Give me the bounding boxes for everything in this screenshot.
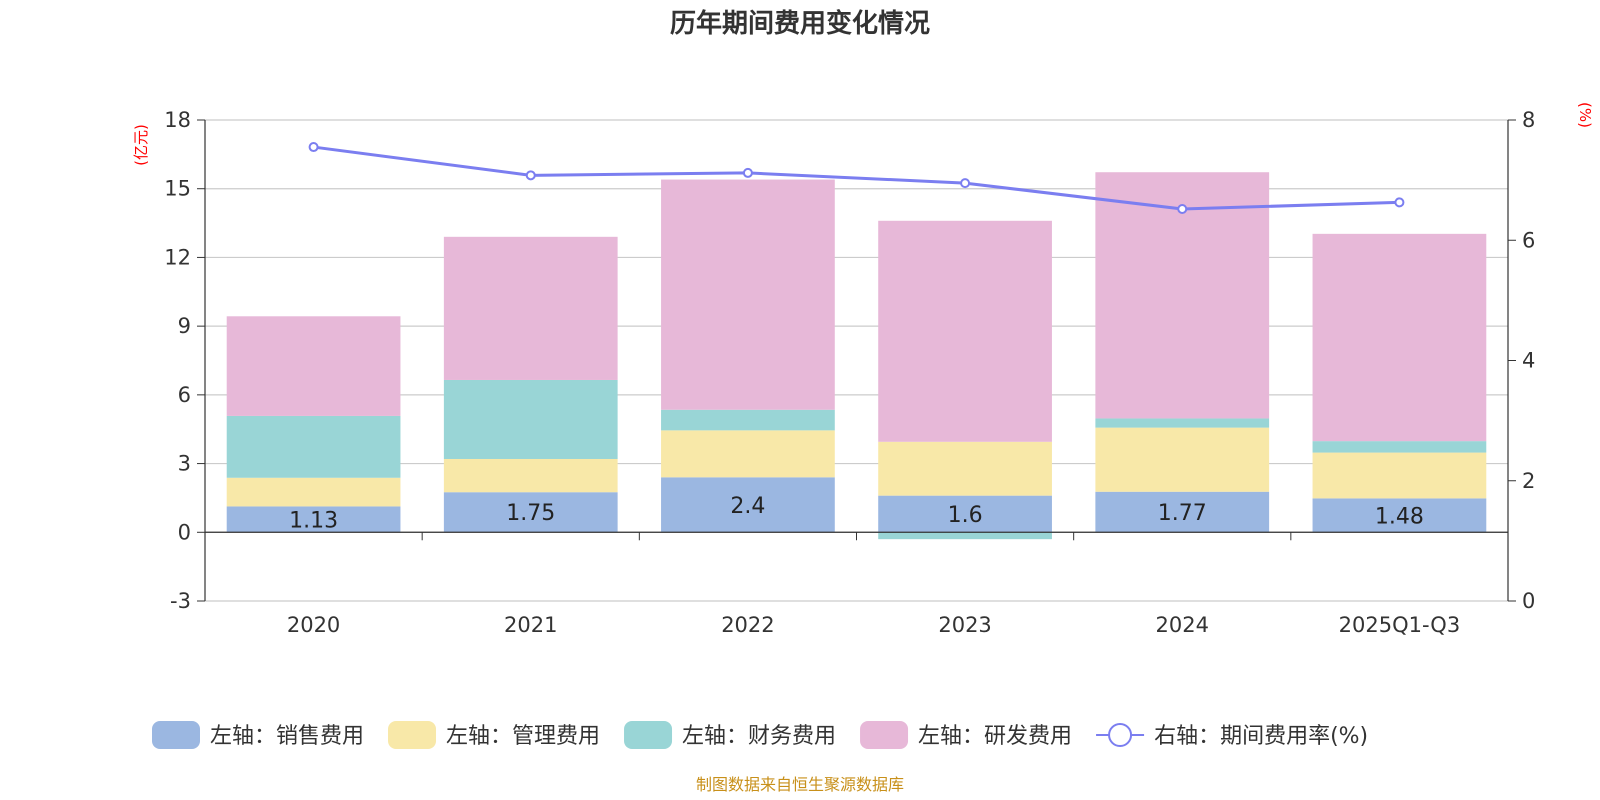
right-tick-label: 0 bbox=[1522, 589, 1535, 613]
bar-segment bbox=[878, 441, 1052, 496]
bar-segment bbox=[1312, 498, 1487, 533]
bar-segment bbox=[1312, 233, 1487, 442]
x-tick-label: 2020 bbox=[287, 613, 340, 637]
bar-segment bbox=[661, 477, 835, 533]
x-tick-label: 2024 bbox=[1156, 613, 1209, 637]
left-tick-label: 12 bbox=[164, 245, 191, 269]
bar-segment bbox=[661, 179, 835, 410]
right-tick-label: 6 bbox=[1522, 228, 1535, 252]
legend-swatch bbox=[152, 721, 200, 749]
bar-segment bbox=[878, 220, 1052, 442]
legend-label: 右轴：期间费用率(%) bbox=[1154, 724, 1368, 749]
right-axis-unit: (%) bbox=[1576, 102, 1594, 128]
left-tick-label: 3 bbox=[178, 452, 191, 476]
bar-segment bbox=[1095, 427, 1270, 492]
bar-data-label: 2.4 bbox=[730, 494, 765, 519]
rate-line bbox=[313, 145, 1400, 211]
bar-segment bbox=[226, 415, 401, 478]
right-tick-label: 8 bbox=[1522, 108, 1535, 132]
x-tick-label: 2022 bbox=[721, 613, 774, 637]
source-note: 制图数据来自恒生聚源数据库 bbox=[696, 775, 904, 794]
bar-segment bbox=[443, 458, 618, 493]
legend-label: 左轴：研发费用 bbox=[918, 724, 1072, 749]
left-tick-label: 18 bbox=[164, 108, 191, 132]
x-tick-label: 2025Q1-Q3 bbox=[1339, 613, 1461, 637]
bar-segment bbox=[443, 379, 618, 459]
bar-segment bbox=[1095, 491, 1270, 533]
bar-data-label: 1.13 bbox=[289, 508, 338, 533]
left-tick-label: -3 bbox=[170, 589, 191, 613]
bar-segment bbox=[226, 477, 401, 507]
legend-swatch bbox=[860, 721, 909, 749]
bar-data-label: 1.48 bbox=[1375, 504, 1424, 529]
line-series-group bbox=[308, 142, 1405, 214]
right-tick-label: 4 bbox=[1522, 349, 1535, 373]
axes: -3 0 3 6 9 12 15 18 0 2 4 6 8 2020 2021 2022 2023 2024 202… bbox=[164, 108, 1535, 637]
bar-segment bbox=[1312, 452, 1487, 499]
rate-point bbox=[308, 142, 319, 153]
bar-segment bbox=[661, 430, 835, 478]
rate-point bbox=[1177, 203, 1188, 214]
rate-point bbox=[960, 178, 971, 189]
legend-label: 左轴：销售费用 bbox=[210, 724, 364, 749]
left-tick-label: 0 bbox=[178, 520, 191, 544]
left-tick-label: 15 bbox=[164, 177, 191, 201]
legend-swatch bbox=[1108, 723, 1133, 747]
left-axis-unit: (亿元) bbox=[132, 124, 150, 166]
bar-segment bbox=[443, 236, 618, 380]
bar-segment bbox=[1095, 418, 1270, 428]
rate-point bbox=[1394, 197, 1405, 208]
bar-segment bbox=[878, 495, 1052, 533]
bar-series-group bbox=[226, 172, 1487, 540]
legend-swatch bbox=[624, 721, 673, 749]
chart-title: 历年期间费用变化情况 bbox=[670, 8, 930, 39]
rate-point bbox=[742, 167, 753, 178]
bar-data-label: 1.77 bbox=[1158, 501, 1207, 526]
left-tick-label: 6 bbox=[178, 383, 191, 407]
bar-data-label: 1.6 bbox=[948, 503, 983, 528]
legend-label: 左轴：管理费用 bbox=[446, 724, 600, 749]
rate-point bbox=[525, 170, 536, 181]
right-tick-label: 2 bbox=[1522, 469, 1535, 493]
x-tick-label: 2021 bbox=[504, 613, 557, 637]
legend: 左轴：销售费用 左轴：管理费用 左轴：财务费用 左轴：研发费用 右轴：期间费用率(%) bbox=[152, 721, 1368, 749]
data-labels: 1.13 1.75 2.4 1.6 1.77 1.48 bbox=[289, 494, 1424, 534]
x-tick-label: 2023 bbox=[938, 613, 991, 637]
legend-swatch bbox=[388, 721, 437, 749]
legend-label: 左轴：财务费用 bbox=[682, 724, 836, 749]
bar-data-label: 1.75 bbox=[506, 501, 555, 526]
bar-segment bbox=[226, 506, 401, 533]
bar-segment bbox=[226, 316, 401, 416]
left-tick-label: 9 bbox=[178, 314, 191, 338]
bar-segment bbox=[443, 492, 618, 533]
bar-segment bbox=[661, 409, 835, 431]
bar-segment bbox=[1312, 441, 1487, 453]
bar-segment bbox=[878, 532, 1052, 540]
